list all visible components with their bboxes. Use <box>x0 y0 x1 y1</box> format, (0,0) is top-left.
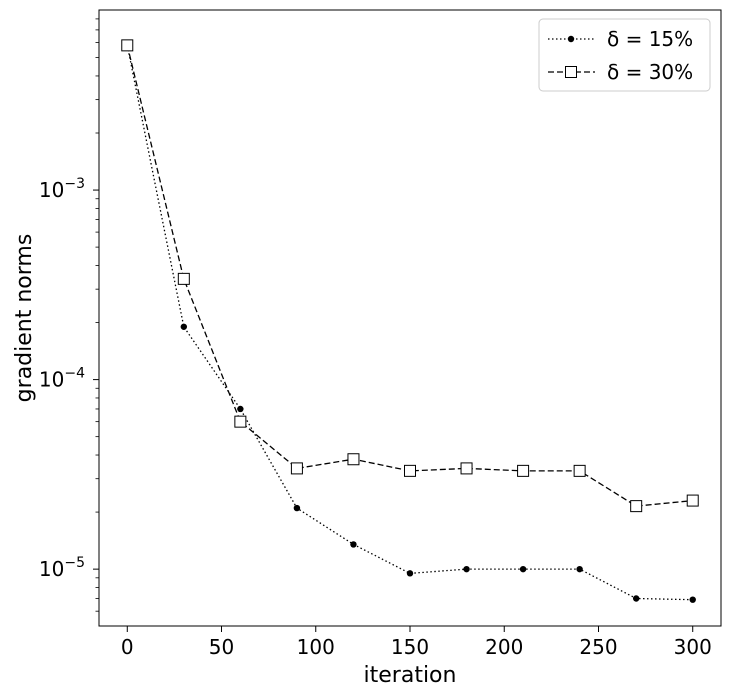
data-point <box>347 453 360 466</box>
x-tick-label: 300 <box>674 635 712 659</box>
legend-marker <box>565 66 577 78</box>
data-point <box>630 500 643 513</box>
series-2 <box>121 39 699 513</box>
data-point <box>234 415 247 428</box>
data-point <box>406 570 414 577</box>
data-point <box>180 323 188 330</box>
y-tick-label: 10−5 <box>39 555 85 581</box>
data-point <box>517 464 530 477</box>
data-point <box>293 504 301 512</box>
data-point <box>290 462 303 475</box>
data-point <box>350 541 357 548</box>
data-point <box>460 462 473 475</box>
y-tick-label: 10−3 <box>39 176 85 202</box>
x-axis-label: iteration <box>364 663 457 688</box>
legend-entry-2: δ = 30% <box>548 60 693 84</box>
data-point <box>632 595 640 602</box>
plot-area <box>98 9 722 627</box>
y-tick-label: 10−4 <box>39 366 85 392</box>
x-tick-label: 50 <box>209 635 234 659</box>
x-tick-label: 150 <box>391 635 429 659</box>
series-layer <box>121 39 699 603</box>
series-line <box>126 45 693 507</box>
data-point <box>573 464 586 477</box>
legend-entry-1: δ = 15% <box>548 27 693 51</box>
data-point <box>121 39 134 52</box>
y-axis-label: gradient norms <box>12 234 37 403</box>
y-axis-ticks: 10−3 10−4 10−5 <box>39 18 99 612</box>
data-point <box>576 565 583 573</box>
data-point <box>519 565 527 573</box>
data-point <box>463 565 470 573</box>
legend-marker <box>567 35 575 43</box>
x-axis-ticks: 0 50 100 150 200 250 300 <box>121 626 712 659</box>
x-tick-label: 0 <box>121 635 134 659</box>
x-tick-label: 100 <box>297 635 335 659</box>
data-point <box>237 405 244 413</box>
x-tick-label: 200 <box>485 635 523 659</box>
legend-box <box>538 18 711 92</box>
legend-label: δ = 30% <box>607 60 693 84</box>
data-point <box>689 596 696 603</box>
data-point <box>177 272 190 285</box>
data-point <box>686 494 699 507</box>
legend: δ = 15% δ = 30% <box>538 18 711 92</box>
data-point <box>404 464 416 477</box>
x-tick-label: 250 <box>579 635 617 659</box>
legend-label: δ = 15% <box>607 27 693 51</box>
